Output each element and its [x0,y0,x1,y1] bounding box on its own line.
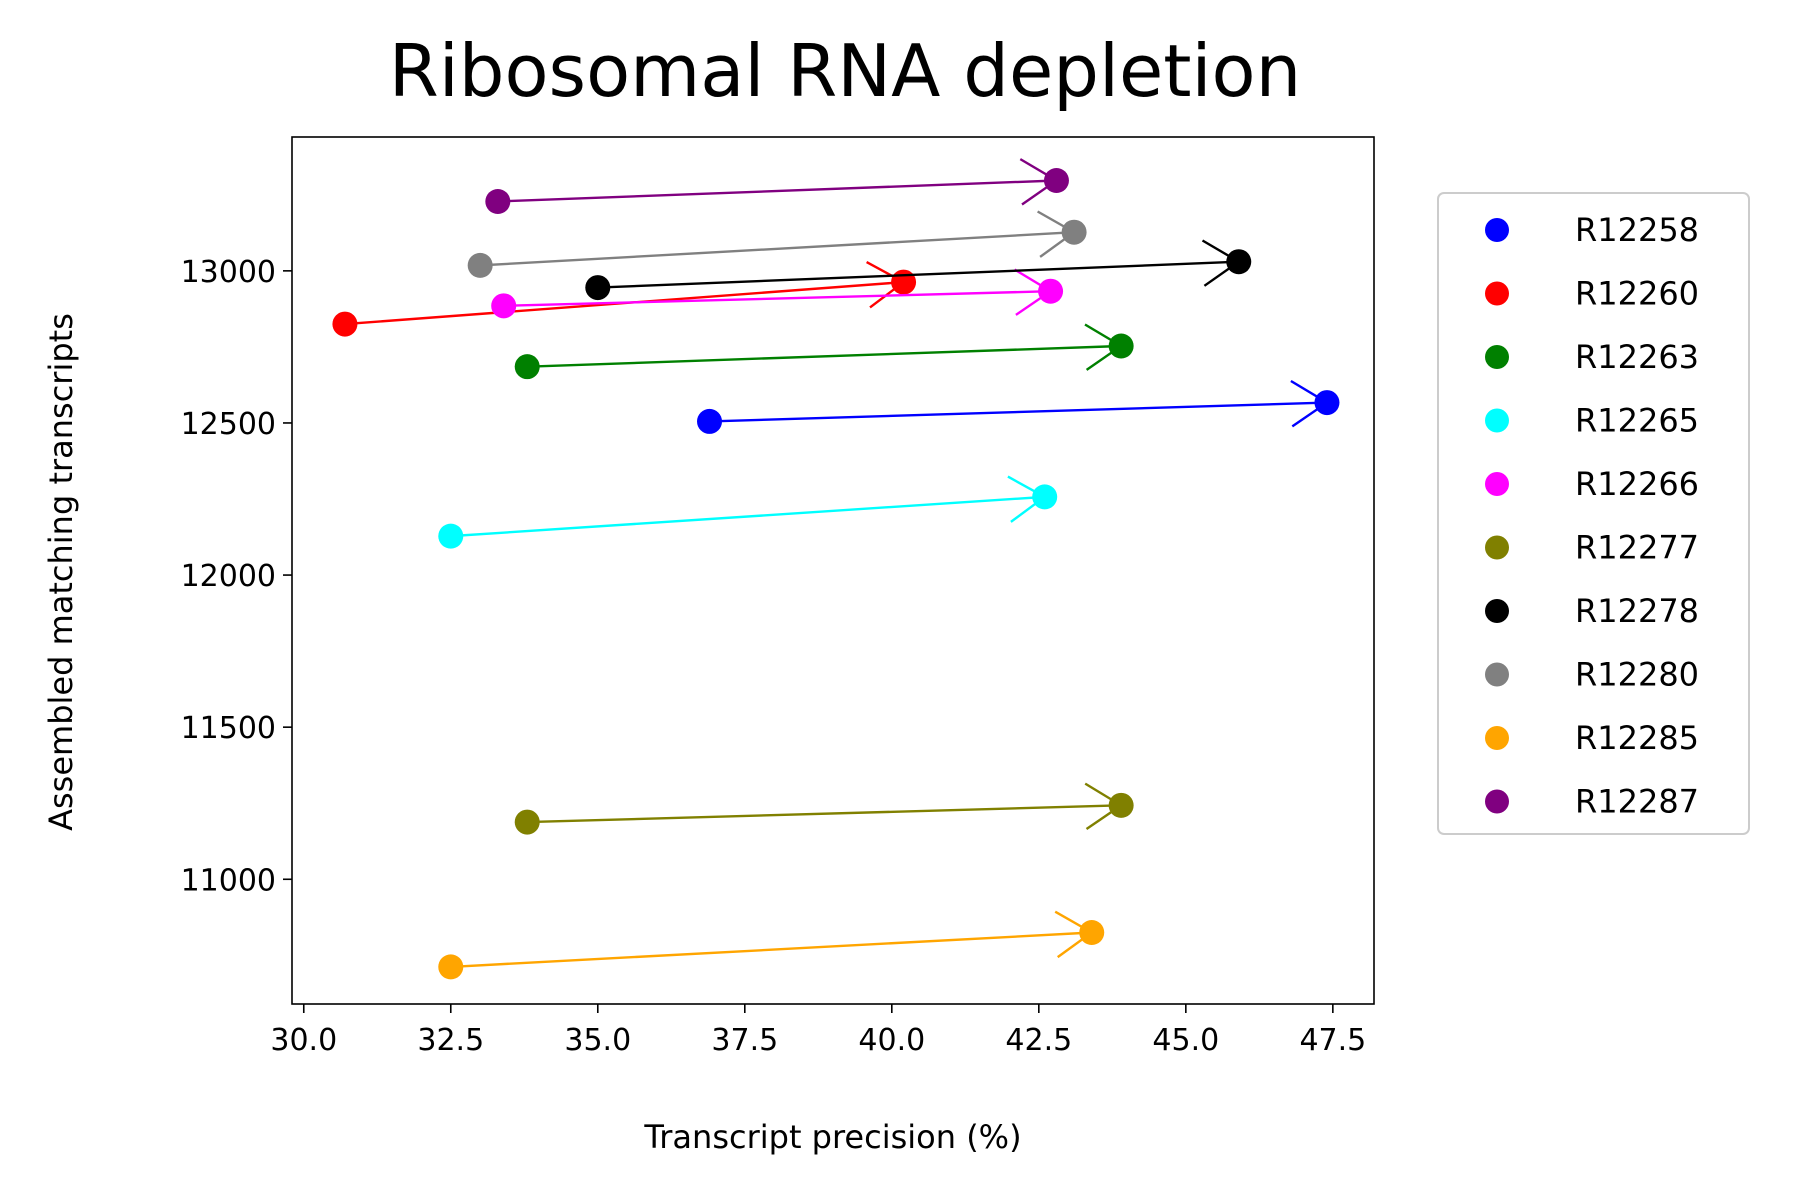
x-tick-label: 40.0 [858,1023,925,1058]
chart-title: Ribosomal RNA depletion [389,29,1301,113]
legend-marker [1485,408,1509,433]
x-tick-label: 37.5 [711,1023,778,1058]
x-tick-label: 30.0 [270,1023,337,1058]
end-point [1043,168,1069,194]
end-point [891,269,917,295]
legend-marker [1485,535,1509,560]
arrow-line [597,260,1239,289]
legend-item: R12266 [1485,465,1699,503]
legend-item: R12265 [1485,402,1699,440]
legend-label: R12278 [1575,592,1699,630]
y-tick-label: 11500 [181,711,276,746]
y-tick-label: 13000 [181,255,276,290]
legend-frame [1437,192,1750,835]
x-tick-label: 35.0 [564,1023,631,1058]
legend-label: R12280 [1575,656,1699,694]
start-point [485,188,511,214]
arrow-line [527,344,1122,368]
x-tick-label: 42.5 [1005,1023,1072,1058]
start-point [514,809,540,835]
arrow-line [527,804,1122,824]
legend-marker [1485,662,1509,687]
x-tick-label: 45.0 [1152,1023,1219,1058]
legend-item: R12258 [1485,211,1699,249]
series-R12277 [514,782,1134,835]
arrow-line [450,931,1092,969]
legend-item: R12263 [1485,338,1699,376]
series-R12280 [467,210,1087,278]
start-point [491,293,517,319]
legend-marker [1485,345,1509,369]
series-R12287 [485,158,1069,214]
end-point [1061,219,1087,245]
start-point [514,354,540,380]
y-axis: 11000 11500 12000 12500 13000 [181,255,292,898]
plot-area [291,136,1375,1005]
legend-label: R12265 [1575,402,1699,440]
y-axis-label: Assembled matching transcripts [42,313,80,831]
legend-item: R12280 [1485,656,1699,694]
legend-marker [1485,599,1509,623]
arrow-line [709,401,1327,423]
legend-item: R12278 [1485,592,1699,630]
y-tick-label: 11000 [181,863,276,898]
legend-label: R12277 [1575,529,1699,567]
legend-label: R12260 [1575,275,1699,313]
legend-label: R12258 [1575,211,1699,249]
legend-marker [1485,472,1509,496]
arrow-line [450,495,1045,538]
end-point [1226,249,1252,275]
start-point [697,408,723,434]
series-R12265 [438,475,1058,549]
series-R12260 [332,261,917,337]
arrow-line [503,290,1051,308]
y-tick-label: 12500 [181,407,276,442]
arrow-line [497,179,1057,203]
legend-marker [1485,789,1509,814]
legend-marker [1485,281,1509,306]
series-R12258 [697,379,1340,434]
end-point [1038,278,1064,304]
series-R12266 [491,268,1064,319]
start-point [438,523,464,549]
series-R12278 [585,239,1252,301]
legend-marker [1485,218,1509,242]
legend-item: R12287 [1485,783,1699,821]
legend-label: R12285 [1575,719,1699,757]
end-point [1108,792,1134,818]
series-R12285 [438,910,1105,980]
start-point [585,275,611,301]
legend-label: R12266 [1575,465,1699,503]
data-marks [332,158,1340,980]
arrow-line [480,231,1075,267]
x-tick-label: 47.5 [1299,1023,1366,1058]
x-tick-label: 32.5 [417,1023,484,1058]
x-axis: 30.0 32.5 35.0 37.5 40.0 42.5 45.0 47.5 [270,1004,1366,1058]
start-point [467,252,493,278]
legend-marker [1485,726,1509,750]
legend-item: R12260 [1485,275,1699,313]
series-R12263 [514,323,1134,380]
y-tick-label: 12000 [181,559,276,594]
start-point [438,954,464,980]
end-point [1032,484,1058,510]
legend-label: R12263 [1575,338,1699,376]
legend: R12258 R12260 R12263 R12265 R12266 R12277 R122… [1437,192,1750,835]
end-point [1108,333,1134,359]
legend-label: R12287 [1575,783,1699,821]
end-point [1314,390,1340,416]
x-axis-label: Transcript precision (%) [643,1118,1021,1156]
legend-item: R12277 [1485,529,1699,567]
start-point [332,311,358,337]
legend-item: R12285 [1485,719,1699,757]
end-point [1079,920,1105,946]
